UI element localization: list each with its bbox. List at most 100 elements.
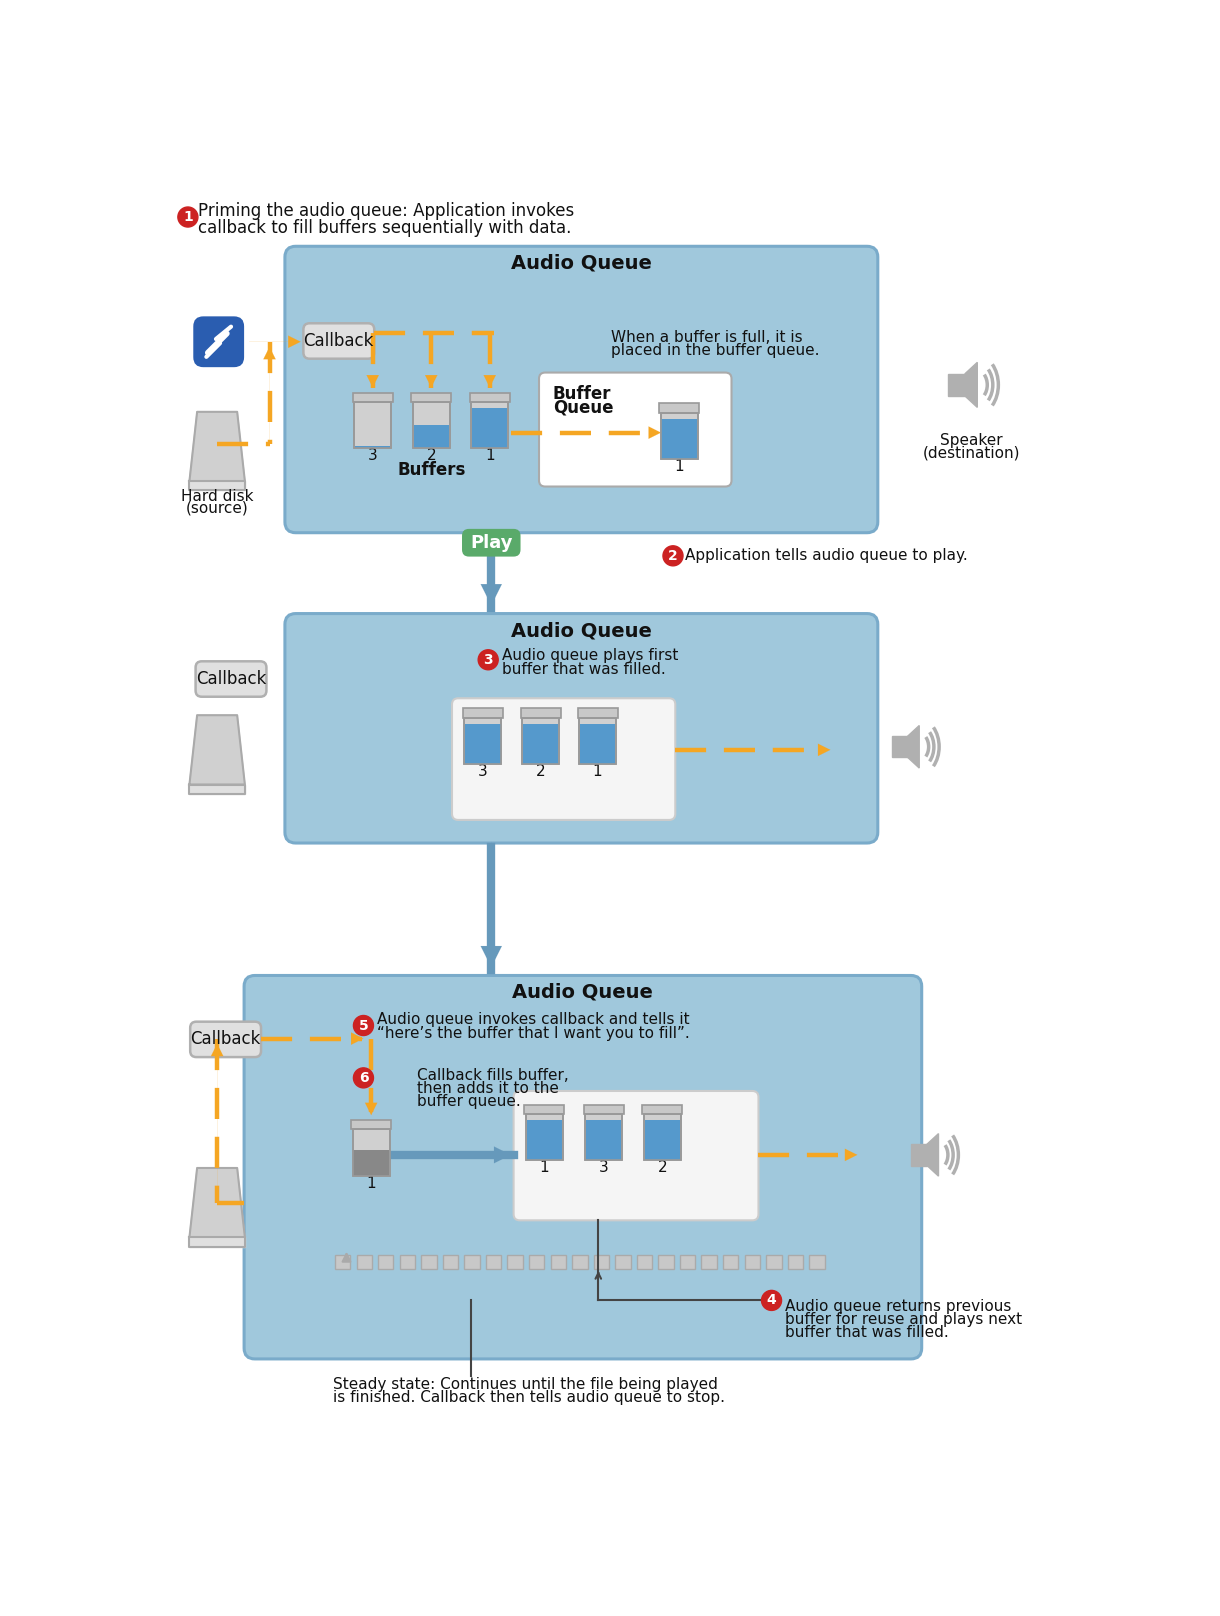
Bar [550,1256,566,1269]
Bar [353,393,393,402]
Bar [659,1256,673,1269]
Bar [378,1256,394,1269]
Polygon shape [189,412,245,482]
Bar [702,1256,717,1269]
Text: Steady state: Continues until the file being played: Steady state: Continues until the file b… [333,1377,717,1391]
FancyBboxPatch shape [304,323,375,359]
Text: Application tells audio queue to play.: Application tells audio queue to play. [686,548,967,564]
Circle shape [478,650,498,669]
Bar [659,404,699,412]
FancyBboxPatch shape [195,661,266,696]
Text: Callback: Callback [196,671,266,688]
Polygon shape [908,726,919,768]
Bar [661,412,698,459]
FancyBboxPatch shape [462,528,521,556]
Circle shape [662,546,683,566]
Text: 6: 6 [359,1071,368,1084]
Bar [470,393,510,402]
Bar [414,425,449,448]
Text: Audio Queue: Audio Queue [511,254,651,273]
Bar [465,724,500,764]
Bar [336,1256,350,1269]
Bar [412,402,450,448]
FancyBboxPatch shape [451,698,676,819]
Bar [661,419,697,459]
Circle shape [178,207,198,226]
Text: 3: 3 [478,764,488,779]
Text: 2: 2 [658,1160,667,1175]
Text: 2: 2 [536,764,545,779]
Text: Hard disk: Hard disk [181,490,254,504]
Bar [644,1120,680,1160]
FancyBboxPatch shape [193,317,244,367]
Bar [526,1113,562,1160]
Text: buffer for reuse and plays next: buffer for reuse and plays next [786,1312,1022,1327]
Text: 1: 1 [593,764,603,779]
Bar [586,1120,621,1160]
Text: Play: Play [470,533,512,551]
Circle shape [354,1068,373,1088]
Text: Callback fills buffer,: Callback fills buffer, [417,1068,569,1083]
Polygon shape [189,482,245,490]
Bar [594,1256,609,1269]
Text: 2: 2 [669,549,678,562]
Bar [353,1130,389,1176]
Text: When a buffer is full, it is: When a buffer is full, it is [611,330,803,344]
Text: Audio Queue: Audio Queue [511,621,651,640]
Bar [521,708,560,718]
Polygon shape [189,1238,245,1246]
FancyBboxPatch shape [514,1091,759,1220]
Bar [644,1113,681,1160]
Text: Buffer: Buffer [553,385,611,402]
Bar [583,1105,623,1113]
Text: buffer that was filled.: buffer that was filled. [786,1325,949,1340]
Circle shape [761,1291,782,1311]
Bar [526,1113,562,1160]
Bar [642,1105,682,1113]
Text: 1: 1 [366,1176,376,1191]
Text: 1: 1 [539,1160,549,1175]
Polygon shape [948,373,965,396]
Bar [400,1256,415,1269]
Bar [661,412,698,459]
Text: 1: 1 [675,459,684,473]
Text: Buffers: Buffers [396,461,465,478]
Bar [465,718,501,764]
Polygon shape [911,1144,927,1165]
Bar [421,1256,437,1269]
Bar [744,1256,760,1269]
Bar [471,402,509,448]
Bar [577,708,617,718]
Text: Speaker: Speaker [941,433,1003,448]
Bar [586,1113,622,1160]
Polygon shape [189,1168,245,1238]
Bar [462,708,503,718]
Text: 3: 3 [483,653,493,667]
Bar [586,1113,622,1160]
Bar [351,1120,392,1130]
Polygon shape [965,362,977,407]
FancyBboxPatch shape [285,614,878,844]
FancyBboxPatch shape [285,246,878,533]
Text: 3: 3 [599,1160,609,1175]
Bar [508,1256,523,1269]
Bar [723,1256,738,1269]
FancyBboxPatch shape [539,373,732,486]
Text: 1: 1 [183,210,193,225]
Text: 5: 5 [359,1018,368,1033]
Bar [354,402,392,448]
Text: (source): (source) [185,501,249,516]
Bar [637,1256,653,1269]
Polygon shape [927,1133,938,1176]
FancyBboxPatch shape [244,976,921,1359]
Text: (destination): (destination) [924,444,1020,461]
Polygon shape [892,737,908,758]
Bar [644,1113,681,1160]
Bar [522,718,559,764]
Bar [465,1256,479,1269]
Bar [580,718,616,764]
Bar [615,1256,631,1269]
Bar [471,402,509,448]
Text: placed in the buffer queue.: placed in the buffer queue. [611,344,820,359]
Bar [680,1256,695,1269]
